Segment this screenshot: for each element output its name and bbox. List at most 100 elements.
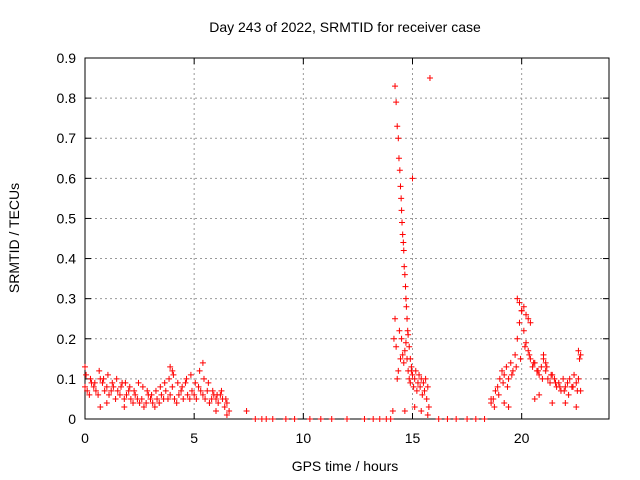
y-tick-label: 0.3 xyxy=(57,291,77,307)
data-point xyxy=(425,403,432,410)
data-point xyxy=(503,363,510,370)
data-point xyxy=(543,363,550,370)
data-point xyxy=(397,355,404,362)
data-point xyxy=(505,403,512,410)
data-point xyxy=(565,391,572,398)
data-point xyxy=(118,383,125,390)
data-point xyxy=(496,375,503,382)
data-point xyxy=(418,407,425,414)
data-point xyxy=(398,207,405,214)
data-point xyxy=(526,351,533,358)
x-axis-label: GPS time / hours xyxy=(292,458,399,474)
data-point xyxy=(218,387,225,394)
data-points xyxy=(82,75,584,422)
data-point xyxy=(406,343,413,350)
data-point xyxy=(182,379,189,386)
data-point xyxy=(108,387,115,394)
data-point xyxy=(109,379,116,386)
data-point xyxy=(344,416,350,422)
data-point xyxy=(414,379,421,386)
data-point xyxy=(135,379,142,386)
data-point xyxy=(401,271,408,278)
axis-layer: 0 0.1 0.2 0.3 0.4 0.5 0.6 0.7 0.8 0.9 0 5 10 15 20 xyxy=(57,50,610,446)
x-tick-label: 15 xyxy=(405,430,421,446)
data-point xyxy=(417,383,424,390)
data-point xyxy=(376,416,383,422)
data-point xyxy=(139,383,146,390)
data-point xyxy=(402,283,409,290)
data-point xyxy=(420,379,427,386)
data-point xyxy=(494,383,501,390)
data-point xyxy=(204,387,211,394)
data-point xyxy=(84,387,91,394)
data-point xyxy=(419,391,426,398)
data-point xyxy=(396,327,403,334)
data-point xyxy=(328,416,335,422)
data-point xyxy=(82,383,88,390)
data-point xyxy=(387,416,394,422)
data-point xyxy=(444,416,451,422)
data-point xyxy=(505,375,512,382)
data-point xyxy=(196,367,203,374)
data-point xyxy=(571,371,578,378)
data-point xyxy=(291,416,298,422)
data-point xyxy=(409,175,416,182)
data-point xyxy=(575,375,582,382)
data-point xyxy=(199,359,206,366)
x-tick-label: 20 xyxy=(514,430,530,446)
data-point xyxy=(92,387,99,394)
data-point xyxy=(406,375,413,382)
data-point xyxy=(521,343,528,350)
data-point xyxy=(200,375,207,382)
data-point xyxy=(263,416,270,422)
data-point xyxy=(399,231,406,238)
data-point xyxy=(91,379,98,386)
data-point xyxy=(549,399,556,406)
data-point xyxy=(416,371,423,378)
data-point xyxy=(126,383,133,390)
data-point xyxy=(504,383,511,390)
data-point xyxy=(530,359,537,366)
data-point xyxy=(100,375,107,382)
data-point xyxy=(103,383,110,390)
data-point xyxy=(562,399,569,406)
data-point xyxy=(507,359,514,366)
data-point xyxy=(121,403,128,410)
grid-layer xyxy=(85,58,609,419)
data-point xyxy=(206,399,213,406)
y-tick-label: 0.9 xyxy=(57,50,77,66)
data-point xyxy=(472,416,479,422)
data-point xyxy=(222,395,229,402)
y-tick-label: 0.6 xyxy=(57,170,77,186)
data-point xyxy=(569,383,576,390)
data-point xyxy=(179,383,186,390)
data-point xyxy=(548,371,555,378)
data-point xyxy=(518,307,525,314)
data-point xyxy=(516,299,523,306)
data-point xyxy=(221,403,228,410)
data-point xyxy=(435,416,442,422)
data-point xyxy=(539,375,546,382)
data-point xyxy=(542,367,549,374)
data-point xyxy=(101,387,108,394)
data-point xyxy=(188,387,195,394)
data-point xyxy=(535,367,542,374)
data-point xyxy=(536,371,543,378)
data-point xyxy=(143,399,150,406)
data-point xyxy=(513,363,520,370)
data-point xyxy=(199,391,206,398)
data-point xyxy=(83,371,90,378)
data-point xyxy=(114,387,121,394)
data-point xyxy=(389,407,396,414)
data-point xyxy=(214,391,221,398)
data-point xyxy=(407,355,414,362)
data-point xyxy=(116,391,123,398)
data-point xyxy=(527,355,534,362)
data-point xyxy=(401,407,408,414)
data-point xyxy=(86,391,93,398)
data-point xyxy=(103,399,110,406)
data-point xyxy=(186,395,193,402)
data-point xyxy=(488,395,495,402)
data-point xyxy=(164,395,171,402)
data-point xyxy=(392,83,399,90)
